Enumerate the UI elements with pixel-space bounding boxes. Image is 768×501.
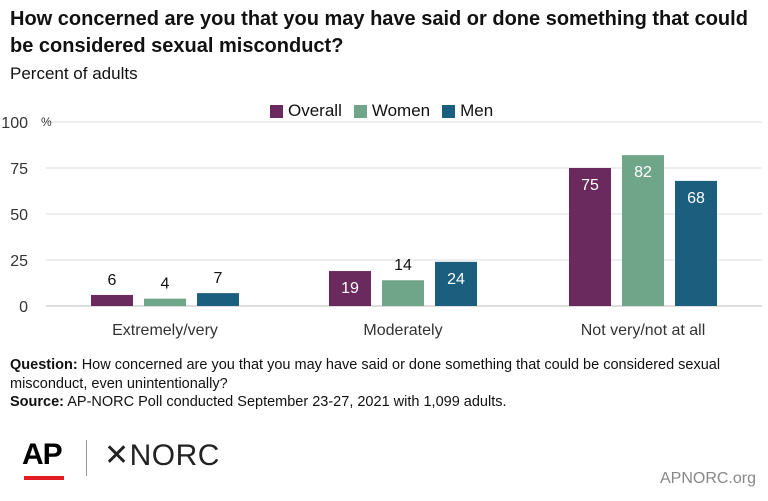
question-note: Question: How concerned are you that you… bbox=[10, 356, 760, 393]
y-tick-label-100: 100 bbox=[1, 115, 28, 132]
ap-logo-underline bbox=[24, 476, 64, 480]
source-note: Source: AP-NORC Poll conducted September… bbox=[10, 393, 760, 412]
bar-chart: 0 25 50 75 100 % 6 4 7 Extremely/very 19 14 24 Modera… bbox=[1, 115, 762, 339]
legend-label-overall: Overall bbox=[288, 101, 342, 120]
legend-item-overall: Overall bbox=[270, 101, 342, 121]
chart-title: How concerned are you that you may have … bbox=[10, 8, 748, 57]
x-category-label-1: Moderately bbox=[363, 322, 442, 339]
data-label-men-0: 7 bbox=[214, 270, 223, 287]
source-text: AP-NORC Poll conducted September 23-27, … bbox=[64, 394, 507, 410]
legend-swatch-women bbox=[353, 104, 367, 118]
data-label-overall-1: 19 bbox=[341, 280, 359, 297]
data-label-women-0: 4 bbox=[161, 276, 170, 293]
logo-divider bbox=[86, 440, 87, 476]
bar-women-0 bbox=[144, 298, 186, 306]
bar-men-0 bbox=[197, 293, 239, 306]
question-label: Question: bbox=[10, 357, 78, 373]
y-unit-label: % bbox=[41, 115, 52, 129]
data-label-men-1: 24 bbox=[447, 271, 465, 288]
bar-overall-0 bbox=[91, 294, 133, 306]
legend-label-women: Women bbox=[371, 101, 431, 120]
x-category-label-2: Not very/not at all bbox=[581, 322, 706, 339]
ap-logo: AP bbox=[22, 438, 63, 471]
y-tick-label-0: 0 bbox=[19, 299, 28, 316]
data-label-women-1: 14 bbox=[394, 257, 412, 274]
y-tick-label-75: 75 bbox=[10, 161, 28, 178]
source-label: Source: bbox=[10, 394, 64, 410]
bar-overall-1 bbox=[329, 271, 371, 306]
y-tick-label-50: 50 bbox=[10, 207, 28, 224]
norc-logo: ✕NORC bbox=[104, 439, 220, 472]
legend-swatch-men bbox=[442, 104, 456, 118]
bar-women-2 bbox=[622, 155, 664, 306]
x-category-label-0: Extremely/very bbox=[112, 322, 218, 339]
bar-women-1 bbox=[382, 280, 424, 306]
bar-men-1 bbox=[435, 261, 477, 306]
website-link[interactable]: APNORC.org bbox=[659, 470, 756, 487]
bar-men-2 bbox=[675, 180, 717, 306]
data-label-women-2: 82 bbox=[634, 164, 652, 181]
chart-subtitle: Percent of adults bbox=[10, 64, 138, 83]
legend-item-women: Women bbox=[353, 101, 431, 121]
chart-notes: Question: How concerned are you that you… bbox=[10, 356, 760, 412]
bar-overall-2 bbox=[569, 168, 611, 306]
data-label-men-2: 68 bbox=[687, 190, 705, 207]
data-label-overall-2: 75 bbox=[581, 177, 599, 194]
data-label-overall-0: 6 bbox=[108, 272, 117, 289]
legend-item-men: Men bbox=[442, 101, 493, 121]
legend: Overall Women Men bbox=[270, 101, 493, 121]
legend-label-men: Men bbox=[460, 101, 494, 120]
y-tick-label-25: 25 bbox=[10, 253, 28, 270]
legend-swatch-overall bbox=[270, 104, 283, 118]
question-text: How concerned are you that you may have … bbox=[10, 357, 721, 392]
